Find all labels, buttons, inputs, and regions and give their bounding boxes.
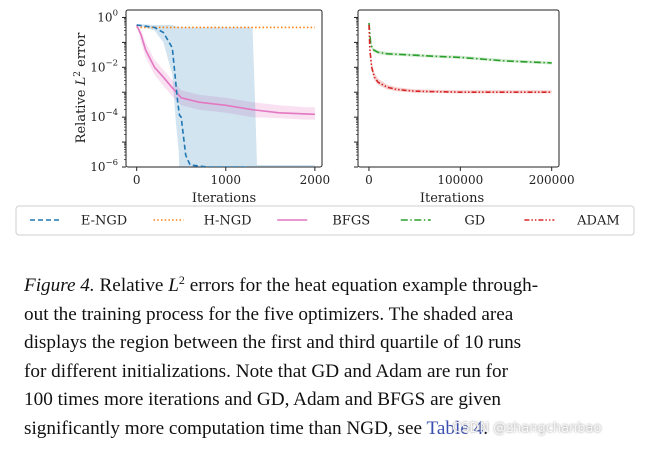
legend-box	[15, 205, 635, 236]
xtick-label: 100000	[437, 173, 483, 187]
left-ylabel-math: L	[74, 77, 89, 87]
right-panel-frame	[357, 9, 560, 168]
ytick-exp: 0	[113, 8, 118, 18]
right-ticks: 0 100000 200000	[354, 16, 575, 187]
left-ylabel: Relative L2 error	[73, 32, 89, 143]
ytick-base: 10	[97, 10, 112, 24]
left-panel-frame	[125, 9, 323, 168]
left-xlabel: Iterations	[192, 191, 256, 206]
left-series	[135, 24, 315, 167]
caption-line-1: Figure 4. Relative L2 errors for the hea…	[24, 266, 642, 301]
ytick-label: 10−4	[90, 108, 118, 124]
caption-line-6-b: .	[483, 417, 489, 439]
legend: E-NGD H-NGD BFGS GD ADAM	[15, 205, 635, 236]
legend-label-e-ngd: E-NGD	[81, 214, 127, 229]
ytick-exp: −4	[105, 108, 118, 118]
xtick-label: 0	[365, 173, 373, 187]
left-ylabel-end: error	[74, 32, 89, 71]
ytick-exp: −6	[105, 158, 118, 168]
caption-line-3: displays the region between the first an…	[24, 332, 522, 354]
figure-caption: Figure 4. Relative L2 errors for the hea…	[24, 266, 642, 444]
series-line-e-ngd	[136, 24, 250, 167]
table-4-link[interactable]: Table 4	[426, 417, 484, 439]
legend-entries: E-NGD H-NGD BFGS GD ADAM	[30, 214, 620, 229]
watermark: CSDN @zhangchanbao	[452, 421, 602, 436]
right-bands	[369, 23, 552, 94]
caption-line-5: 100 times more iterations and GD, Adam a…	[24, 389, 501, 411]
caption-label: Figure 4.	[24, 275, 95, 296]
ytick-exp: −2	[105, 58, 118, 68]
right-series	[368, 22, 552, 93]
band-adam	[369, 25, 552, 94]
legend-label-gd: GD	[464, 214, 485, 229]
caption-line-4: for different initializations. Note that…	[24, 360, 508, 382]
left-bands	[136, 23, 315, 167]
caption-line-1-b: errors for the heat equation example thr…	[184, 275, 539, 296]
caption-sup-2: 2	[178, 273, 185, 287]
caption-line-6: significantly more computation time than…	[24, 415, 642, 444]
ytick-base: 10	[90, 60, 105, 74]
xtick-label: 0	[133, 173, 141, 187]
left-ylabel-base: Relative	[74, 85, 89, 143]
legend-label-bfgs: BFGS	[332, 214, 370, 229]
caption-math-l: L	[168, 275, 179, 296]
series-line-gd	[368, 22, 552, 64]
right-xlabel: Iterations	[420, 191, 484, 206]
series-line-bfgs	[135, 24, 315, 116]
xtick-label: 2000	[300, 173, 331, 187]
xtick-label: 1000	[211, 173, 242, 187]
caption-line-2: out the training process for the five op…	[24, 303, 514, 325]
legend-label-h-ngd: H-NGD	[204, 214, 252, 229]
left-ylabel-sup: 2	[73, 71, 83, 77]
ytick-label: 100	[97, 8, 118, 24]
caption-line-1-a: Relative	[94, 275, 169, 296]
caption-line-6-a: significantly more computation time than…	[24, 417, 427, 439]
band-e-ngd	[136, 23, 315, 167]
series-line-adam	[368, 24, 552, 93]
ytick-label: 10−6	[90, 158, 118, 174]
legend-label-adam: ADAM	[576, 214, 620, 229]
right-panel: 0 100000 200000 Iterations	[354, 9, 575, 206]
ytick-base: 10	[90, 110, 105, 124]
ytick-base: 10	[90, 160, 105, 174]
band-bfgs	[136, 25, 315, 120]
ytick-label: 10−2	[90, 58, 118, 74]
band-gd	[369, 23, 552, 65]
xtick-label: 200000	[529, 173, 575, 187]
